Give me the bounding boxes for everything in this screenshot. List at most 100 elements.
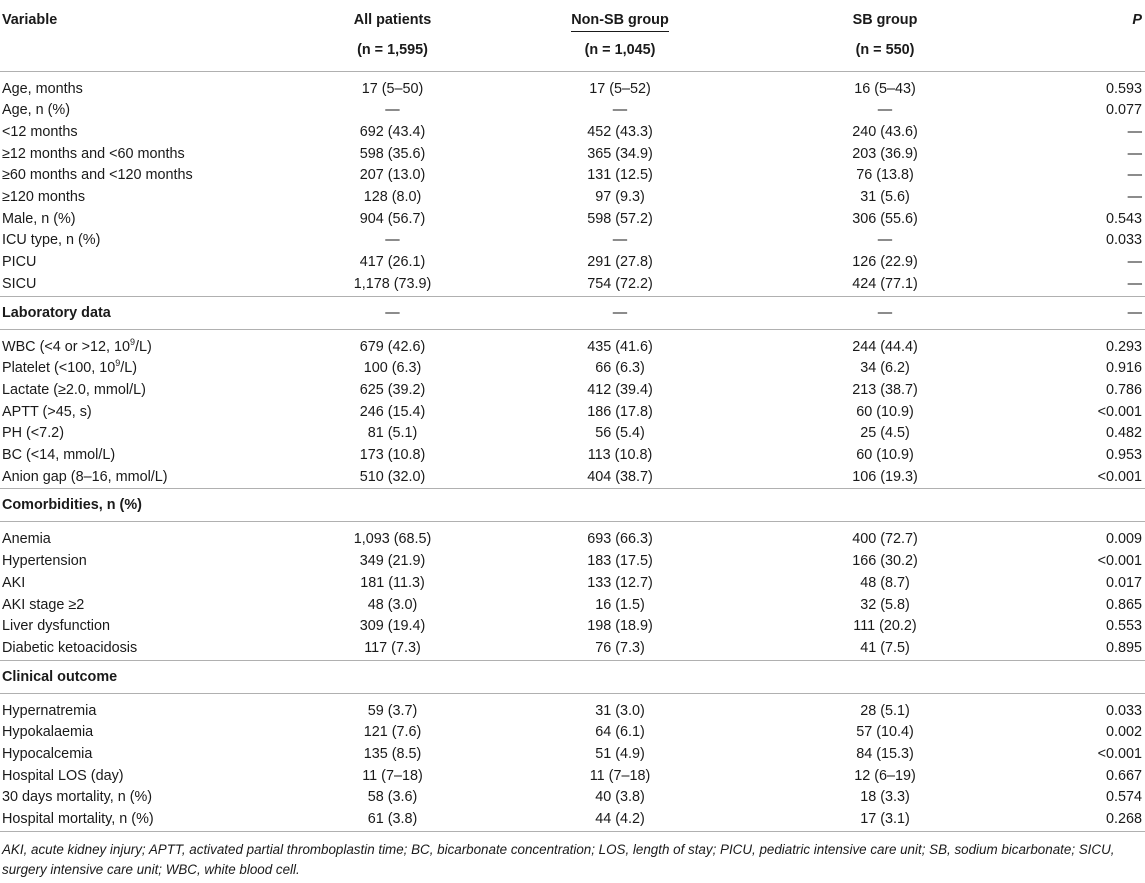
table-row: APTT (>45, s) 246 (15.4) 186 (17.8) 60 (10.… (0, 402, 1145, 424)
cell-p-value: 0.268 (1015, 809, 1145, 832)
row-label-text: ≥60 months and <120 months (2, 167, 193, 184)
cell-non-sb: 17 (5–52) (589, 80, 651, 97)
cell-all-patients: 904 (56.7) (359, 210, 426, 227)
section-value-cell (485, 488, 755, 523)
cell-non-sb: 11 (7–18) (589, 767, 651, 784)
cell-p-value: 0.574 (1105, 789, 1142, 806)
section-value-cell (755, 659, 1015, 694)
cell-sb: 126 (22.9) (852, 254, 918, 271)
cell-all-patients: 181 (11.3) (360, 574, 425, 591)
cell-p-value: 0.009 (1105, 531, 1142, 548)
table-row: Anemia 1,093 (68.5) 693 (66.3) 400 (72.7) 0.… (0, 529, 1145, 551)
cell-non-sb: 51 (4.9) (595, 746, 645, 763)
cell-p-value: 0.017 (1105, 574, 1142, 591)
table-row: Age, n (%) — — — 0.077 (0, 100, 1145, 122)
cell-sb: 106 (19.3) (852, 468, 918, 485)
cell-all-patients: 17 (5–50) (361, 80, 424, 97)
cell-sb: 28 (5.1) (860, 702, 910, 719)
table-row: <12 months 692 (43.4) 452 (43.3) 240 (43.6)… (0, 122, 1145, 144)
cell-all-patients: 309 (19.4) (359, 618, 426, 635)
cell-non-sb: 291 (27.8) (587, 254, 653, 271)
row-label: Age, months (0, 79, 300, 101)
section-header-row: Laboratory data — — — — (0, 295, 1145, 330)
cell-all-patients: 48 (3.0) (367, 596, 418, 613)
section-title: Comorbidities, n (%) (0, 488, 300, 523)
cell-non-sb: 365 (34.9) (587, 145, 653, 162)
table-row: ≥60 months and <120 months 207 (13.0) 131 … (0, 165, 1145, 187)
cell-non-sb: 598 (57.2) (587, 210, 653, 227)
table-row: Platelet (<100, 109/L) 100 (6.3) 66 (6.3) 3… (0, 358, 1145, 380)
cell-p-value: — (1127, 123, 1142, 140)
table-row: ICU type, n (%) — — — 0.033 (0, 230, 1145, 252)
row-label: Platelet (<100, 109/L) (0, 358, 300, 380)
row-label-text: APTT (>45, s) (2, 403, 92, 420)
row-label: Hypernatremia (0, 701, 300, 723)
section-title: Clinical outcome (0, 659, 300, 694)
row-label-text: Lactate (≥2.0, mmol/L) (2, 381, 146, 398)
cell-non-sb: 754 (72.2) (587, 275, 653, 292)
cell-sb: 400 (72.7) (852, 531, 918, 548)
row-label: AKI (0, 573, 300, 595)
cell-sb: 111 (20.2) (853, 618, 917, 635)
cell-non-sb: 404 (38.7) (587, 468, 653, 485)
table-row: AKI 181 (11.3) 133 (12.7) 48 (8.7) 0.017 (0, 573, 1145, 595)
row-label: ICU type, n (%) (0, 230, 300, 252)
row-label-text: AKI stage ≥2 (2, 596, 85, 613)
spacer-cell (0, 693, 1145, 701)
table-row: Hospital LOS (day) 11 (7–18) 11 (7–18) 12 (… (0, 766, 1145, 788)
row-label-text: ICU type, n (%) (2, 232, 101, 249)
row-label-text: Liver dysfunction (2, 618, 110, 635)
table-row: Lactate (≥2.0, mmol/L) 625 (39.2) 412 (39.… (0, 380, 1145, 402)
cell-non-sb: 64 (6.1) (595, 724, 645, 741)
section-value-cell: — (755, 295, 1015, 330)
cell-sb: 166 (30.2) (852, 553, 918, 570)
row-label-text: AKI (2, 574, 26, 591)
cell-sb: 18 (3.3) (860, 789, 910, 806)
cell-non-sb: 40 (3.8) (595, 789, 645, 806)
cell-non-sb: 97 (9.3) (595, 189, 645, 206)
cell-non-sb: — (612, 232, 628, 249)
cell-sb: 17 (3.1) (755, 809, 1015, 832)
row-label-text: PICU (2, 254, 37, 271)
spacer-row (0, 71, 1145, 79)
row-label-tail: /L) (135, 338, 152, 355)
row-label: <12 months (0, 122, 300, 144)
cell-all-patients: 679 (42.6) (359, 338, 426, 355)
row-label: Anemia (0, 529, 300, 551)
row-label-text: Platelet (<100, 10 (2, 360, 116, 377)
cell-sb: 16 (5–43) (854, 80, 916, 97)
cell-p-value: 0.865 (1105, 596, 1142, 613)
row-label: Hypertension (0, 551, 300, 573)
section-header-row: Clinical outcome (0, 659, 1145, 694)
row-label: Liver dysfunction (0, 616, 300, 638)
cell-p-value: 0.482 (1105, 425, 1142, 442)
row-label: ≥120 months (0, 187, 300, 209)
cell-sb: 203 (36.9) (852, 145, 918, 162)
cell-all-patients: 117 (7.3) (364, 639, 421, 656)
cell-all-patients: — (385, 232, 400, 249)
cell-non-sb: 198 (18.9) (587, 618, 653, 635)
cell-p-value: — (1127, 167, 1142, 184)
cell-p-value: <0.001 (1097, 403, 1142, 420)
row-label-text: Age, months (2, 80, 83, 97)
spacer-cell (0, 522, 1145, 530)
cell-sb: 60 (10.9) (856, 447, 914, 464)
section-value-cell (1015, 488, 1145, 523)
section-title: Laboratory data (0, 295, 300, 330)
row-label-text: SICU (2, 275, 37, 292)
row-label-text: PH (<7.2) (2, 425, 64, 442)
cell-p-value: — (1127, 189, 1142, 206)
row-label: PICU (0, 252, 300, 274)
row-label-text: Diabetic ketoacidosis (2, 639, 138, 656)
table-row: ≥12 months and <60 months 598 (35.6) 365 (… (0, 144, 1145, 166)
header-sb-group: SB group (852, 12, 918, 28)
row-label-text: <12 months (2, 123, 78, 140)
cell-all-patients: 128 (8.0) (363, 189, 422, 206)
header-sb-n: (n = 550) (755, 36, 1015, 72)
row-label: ≥60 months and <120 months (0, 165, 300, 187)
cell-p-value: — (1127, 145, 1142, 162)
cell-all-patients: 246 (15.4) (359, 403, 426, 420)
cell-non-sb: 56 (5.4) (595, 425, 645, 442)
table-row: Age, months 17 (5–50) 17 (5–52) 16 (5–43) 0.… (0, 79, 1145, 101)
header-non-sb-n: (n = 1,045) (485, 36, 755, 72)
